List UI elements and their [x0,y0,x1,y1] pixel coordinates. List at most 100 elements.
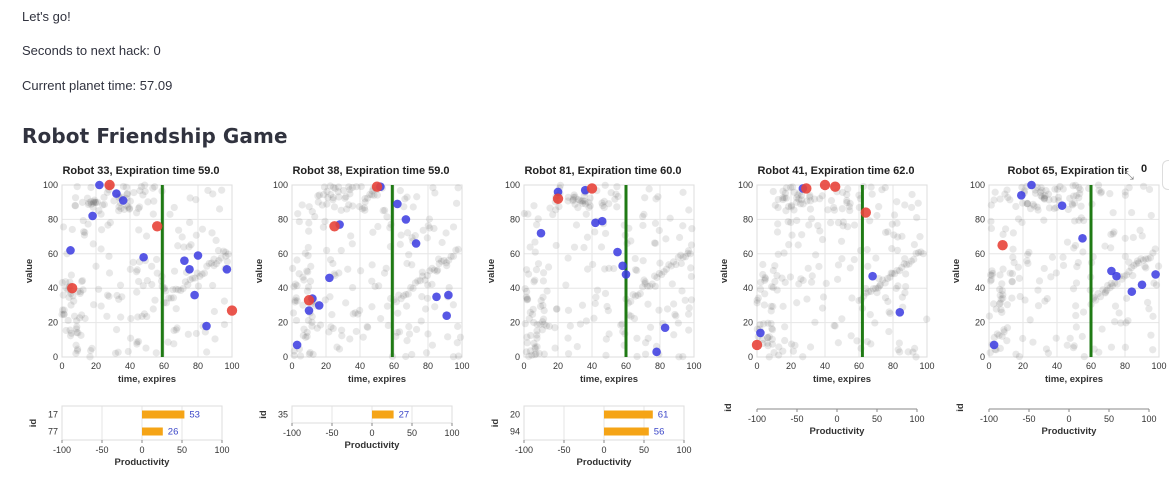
background-point [115,203,123,211]
background-point [409,203,417,211]
background-point [862,284,870,293]
y-tick-label: 100 [273,180,288,190]
background-point [578,301,587,309]
background-point [532,266,541,274]
background-point [348,183,357,192]
background-point [1040,264,1048,273]
y-tick-label: 100 [970,180,985,190]
background-point [584,198,592,206]
background-point [912,249,920,258]
background-point [144,198,152,206]
background-point [1097,189,1105,197]
background-point [1048,253,1057,261]
background-point [348,240,356,248]
background-point [1132,260,1140,268]
background-point [167,294,175,302]
background-point [1101,242,1109,250]
background-point [1052,334,1060,342]
background-point [773,228,782,236]
background-point [533,343,541,351]
background-point [91,198,99,206]
background-point [172,326,180,334]
background-point [1003,186,1011,194]
background-point [382,264,390,272]
background-point [141,187,149,196]
background-point [873,211,881,220]
background-point [830,321,838,330]
background-point [335,193,343,201]
background-point [631,254,639,263]
background-point [1109,209,1117,217]
background-point [834,339,842,347]
background-point [174,286,182,294]
background-point [882,228,890,237]
background-point [524,270,533,278]
background-point [142,232,151,240]
background-point [552,206,560,214]
background-point [133,340,141,348]
background-point [522,293,531,301]
background-point [308,318,316,326]
background-point [1042,345,1051,353]
background-point [782,207,790,215]
background-point [111,349,120,357]
background-point [305,227,313,235]
background-point [670,331,678,339]
background-point [329,194,337,202]
background-point [1000,328,1008,336]
background-point [368,191,376,199]
background-point [1052,269,1060,277]
background-point [1121,188,1129,196]
background-point [153,269,161,277]
background-point [303,332,311,340]
background-point [343,205,351,213]
background-point [98,201,107,209]
background-point [990,333,998,342]
background-point [651,282,659,290]
background-point [523,287,531,296]
background-point [149,305,157,313]
background-point [996,344,1004,353]
background-point [893,266,901,275]
x-tick-label: 100 [686,361,701,371]
bar-x-axis-label: Productivity [810,426,866,437]
background-point [212,260,220,268]
background-point [555,202,563,211]
background-point [81,314,89,323]
background-point [629,291,637,299]
x-tick-label: 60 [389,361,399,371]
y-tick-label: 20 [278,318,288,328]
background-point [564,197,572,205]
background-point [782,184,790,192]
scroll-edge-handle[interactable] [1162,160,1169,190]
background-point [678,287,686,295]
blue-point [88,211,97,221]
background-point [66,326,74,334]
x-tick-label: 0 [521,361,526,371]
background-point [89,198,98,206]
background-point [60,306,68,314]
background-point [368,261,376,269]
background-point [885,327,893,336]
background-point [1095,348,1103,356]
background-point [194,282,203,290]
background-point [640,210,648,218]
background-point [289,264,297,273]
background-point [78,277,86,286]
background-point [180,243,188,251]
background-point [179,285,187,293]
background-point [1045,204,1054,212]
background-point [149,210,157,218]
background-point [1008,294,1016,302]
background-point [597,243,606,251]
background-point [523,333,531,341]
red-point [371,181,383,192]
background-point [564,254,572,262]
background-point [172,305,180,313]
background-point [1064,205,1072,214]
background-point [291,298,299,306]
expand-icon[interactable]: ⤡ [1124,168,1134,182]
background-point [1146,254,1155,262]
background-point [454,184,462,192]
background-point [614,192,622,201]
